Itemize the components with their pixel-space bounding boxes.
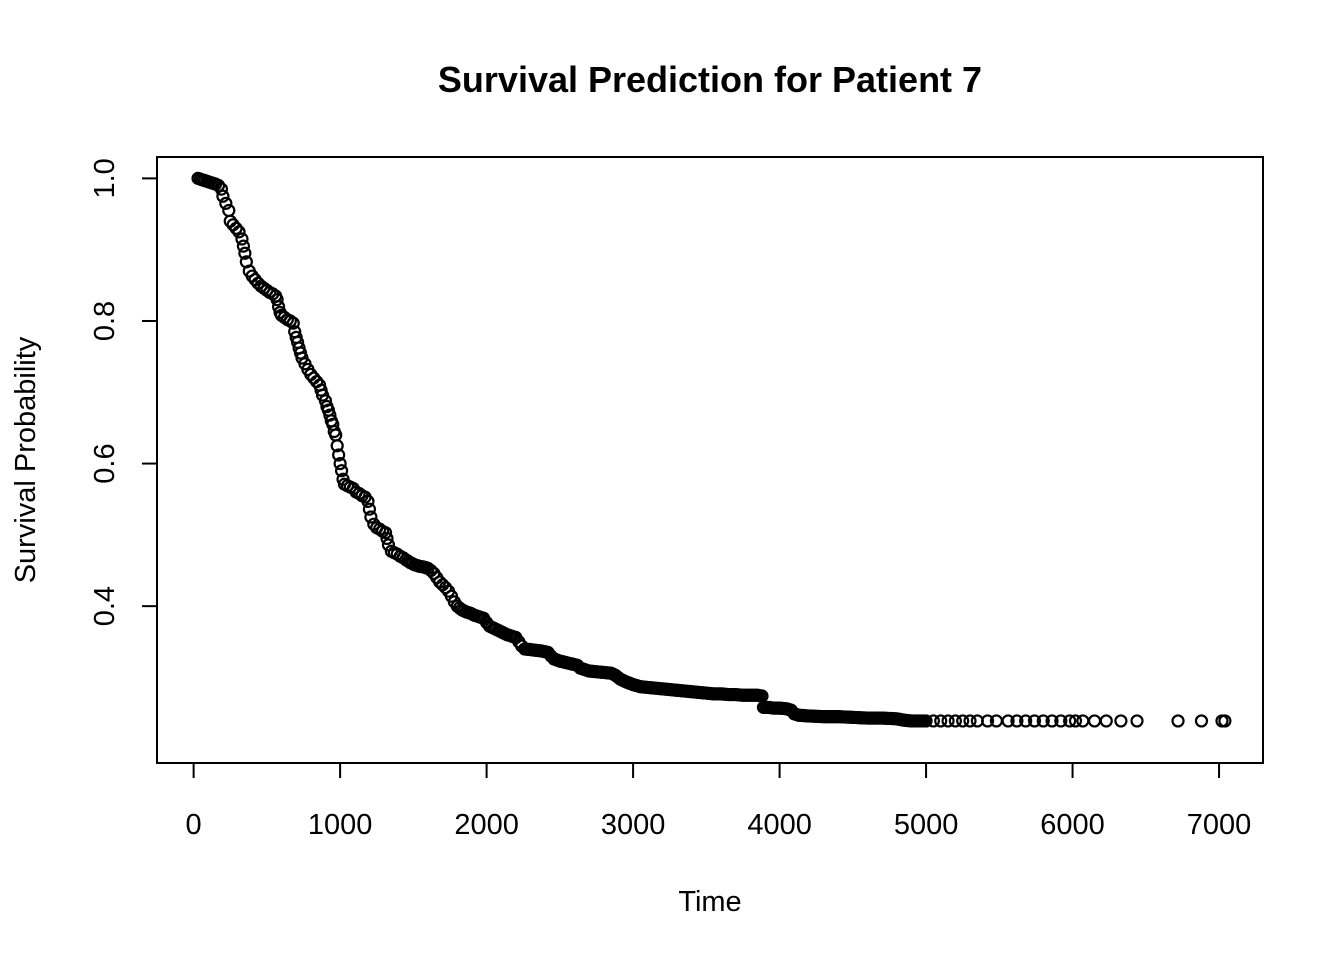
x-tick-label: 0 — [186, 809, 202, 841]
data-point — [941, 714, 955, 728]
data-point — [238, 246, 252, 260]
x-axis: 0 1000 2000 3000 4000 5000 6000 7000 — [186, 762, 1252, 841]
data-point — [270, 292, 284, 307]
y-axis-label: Survival Probability — [10, 336, 42, 583]
plot-frame — [156, 156, 1264, 764]
y-axis: 0.4 0.6 0.8 1.0 — [89, 158, 158, 626]
data-point — [1027, 714, 1042, 728]
data-point — [948, 714, 962, 728]
x-tick-label: 2000 — [454, 809, 519, 841]
data-point — [362, 502, 377, 516]
data-point — [980, 714, 995, 728]
data-point — [919, 714, 933, 728]
data-point — [1130, 714, 1144, 728]
data-point — [1001, 714, 1015, 728]
y-tick-label: 0.6 — [89, 443, 121, 483]
data-point — [229, 221, 243, 235]
data-point — [219, 196, 233, 210]
data-point — [222, 203, 236, 218]
data-point — [1054, 714, 1068, 728]
data-point — [364, 510, 378, 524]
data-point — [271, 300, 286, 314]
x-tick-label: 7000 — [1187, 809, 1252, 841]
data-point — [286, 316, 300, 330]
data-point — [1218, 714, 1232, 728]
data-point — [956, 714, 970, 728]
data-point — [1068, 714, 1083, 728]
chart-title: Survival Prediction for Patient 7 — [438, 59, 982, 100]
data-point — [211, 178, 226, 193]
data-point — [361, 494, 375, 508]
data-point — [934, 714, 948, 728]
data-point — [926, 714, 940, 728]
data-point — [216, 189, 230, 203]
x-tick-label: 1000 — [308, 809, 373, 841]
data-point — [214, 182, 229, 196]
data-point — [1063, 714, 1077, 728]
data-point — [1194, 714, 1209, 728]
data-point — [332, 448, 346, 462]
y-tick-label: 0.8 — [89, 301, 121, 341]
data-point — [236, 239, 251, 253]
data-point — [330, 439, 344, 453]
data-point — [1010, 714, 1024, 728]
data-points — [191, 171, 1232, 728]
x-tick-label: 6000 — [1040, 809, 1105, 841]
data-point — [334, 464, 349, 478]
y-tick-label: 1.0 — [89, 158, 121, 198]
x-tick-label: 4000 — [747, 809, 812, 841]
x-tick-label: 3000 — [601, 809, 666, 841]
data-point — [438, 581, 453, 595]
x-tick-label: 5000 — [894, 809, 959, 841]
data-point — [380, 531, 394, 546]
data-point — [232, 225, 246, 239]
data-point — [235, 232, 249, 246]
data-point — [1099, 714, 1113, 728]
data-point — [1114, 714, 1128, 728]
data-point — [378, 526, 393, 540]
data-point — [1171, 714, 1185, 728]
data-point — [1045, 714, 1059, 728]
data-point — [1019, 714, 1033, 728]
data-point — [1087, 714, 1102, 728]
x-axis-label: Time — [678, 886, 741, 918]
y-tick-label: 0.4 — [89, 586, 121, 626]
data-point — [1036, 714, 1050, 728]
data-point — [333, 456, 347, 471]
data-point — [963, 714, 977, 728]
data-point — [1076, 714, 1090, 728]
